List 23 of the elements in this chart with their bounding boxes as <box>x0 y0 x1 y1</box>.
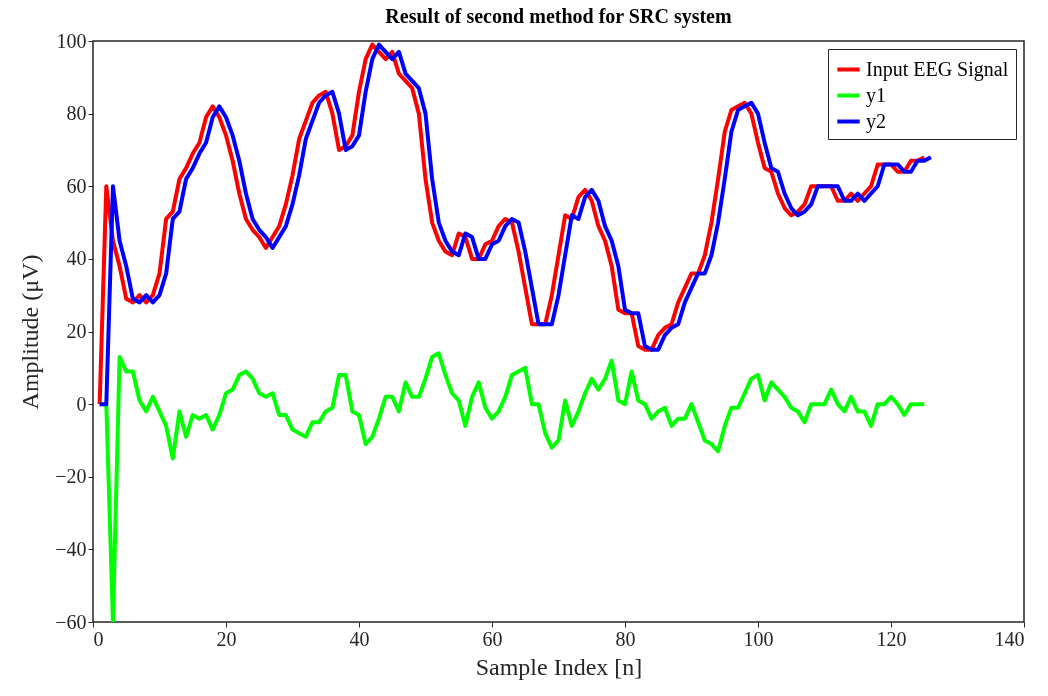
legend-label: Input EEG Signal <box>866 57 1009 81</box>
x-tick-label: 40 <box>349 627 370 650</box>
legend-label: y1 <box>866 83 886 107</box>
legend-label: y2 <box>866 109 886 133</box>
y-axis-title: Amplitude (μV) <box>17 254 44 410</box>
chart-title: Result of second method for SRC system <box>385 5 732 28</box>
y-tick-label: 80 <box>66 102 87 125</box>
x-tick-label: 60 <box>482 627 503 650</box>
x-tick-label: 80 <box>615 627 636 650</box>
x-tick-label: 100 <box>743 627 774 650</box>
y-tick-label: −20 <box>55 465 87 488</box>
y-tick-label: −40 <box>55 537 87 560</box>
x-axis-title: Sample Index [n] <box>475 653 643 680</box>
x-tick-label: 120 <box>876 627 907 650</box>
y-tick-label: 40 <box>66 247 87 270</box>
y-tick-label: −60 <box>55 610 87 633</box>
x-tick-label: 0 <box>93 627 104 650</box>
y-tick-label: 60 <box>66 174 87 197</box>
y-tick-label: 100 <box>56 29 87 52</box>
y-tick-label: 0 <box>76 392 87 415</box>
x-tick-label: 20 <box>216 627 237 650</box>
x-tick-label: 140 <box>994 627 1025 650</box>
y-tick-label: 20 <box>66 320 87 342</box>
